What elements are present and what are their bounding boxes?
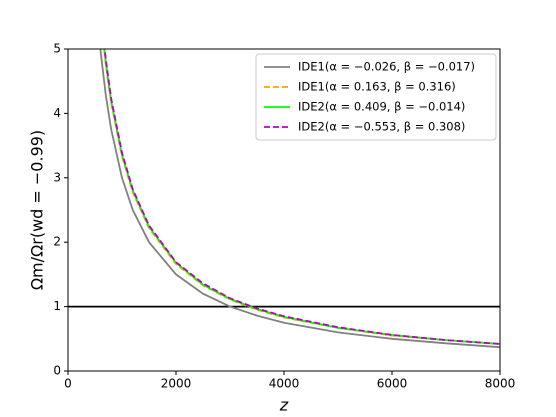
y-tick-label: 3 <box>53 170 61 184</box>
y-tick-label: 0 <box>53 364 61 378</box>
x-tick-label: 2000 <box>161 377 192 391</box>
series-line <box>103 49 500 345</box>
x-axis-label: z <box>279 396 289 415</box>
legend-box <box>255 53 497 141</box>
legend-label: IDE2(α = −0.553, β = 0.308) <box>298 120 465 134</box>
legend-label: IDE1(α = −0.026, β = −0.017) <box>298 60 475 74</box>
legend-label: IDE2(α = 0.409, β = −0.014) <box>298 100 465 114</box>
y-tick-label: 2 <box>53 235 61 249</box>
x-tick-label: 4000 <box>269 377 300 391</box>
axes-frame <box>67 48 501 372</box>
legend-label: IDE1(α = 0.163, β = 0.316) <box>298 80 456 94</box>
x-tick-label: 6000 <box>377 377 408 391</box>
y-axis-label: Ωm/Ωr(wd = −0.99) <box>28 130 47 290</box>
x-tick-label: 0 <box>64 377 72 391</box>
y-tick-label: 4 <box>53 106 61 120</box>
y-tick-label: 1 <box>53 299 61 313</box>
x-tick-label: 8000 <box>485 377 516 391</box>
series-line <box>99 49 500 349</box>
y-tick-label: 5 <box>53 42 61 56</box>
plot-area <box>68 49 500 349</box>
